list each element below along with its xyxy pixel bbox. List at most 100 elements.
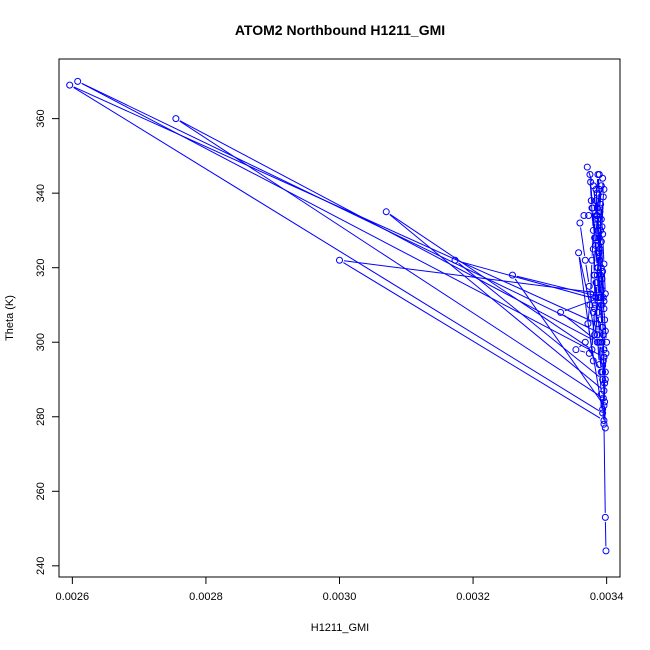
data-point bbox=[593, 271, 601, 279]
data-point bbox=[593, 320, 601, 328]
series-segment bbox=[179, 120, 600, 397]
data-point bbox=[595, 253, 603, 261]
data-point bbox=[598, 275, 606, 283]
data-point bbox=[594, 215, 602, 223]
data-point bbox=[600, 416, 608, 424]
data-point bbox=[599, 405, 607, 413]
data-point bbox=[585, 349, 593, 357]
series-segment bbox=[516, 275, 600, 297]
series-segment bbox=[585, 264, 590, 282]
data-point bbox=[594, 226, 602, 234]
data-point bbox=[592, 185, 600, 193]
y-tick-label: 280 bbox=[35, 408, 47, 426]
data-point bbox=[589, 245, 597, 253]
data-point bbox=[599, 294, 607, 301]
data-point bbox=[601, 398, 609, 406]
data-point bbox=[580, 212, 588, 220]
data-point bbox=[587, 290, 595, 298]
data-point bbox=[572, 346, 580, 354]
data-point bbox=[172, 115, 180, 123]
series-segment bbox=[81, 83, 601, 356]
data-point bbox=[589, 226, 597, 234]
data-point bbox=[597, 271, 605, 279]
data-point bbox=[591, 331, 599, 339]
series-segment bbox=[601, 272, 604, 294]
series-segment bbox=[588, 171, 593, 182]
x-tick-label: 0.0030 bbox=[323, 591, 357, 603]
data-point bbox=[600, 185, 608, 193]
x-axis-label: H1211_GMI bbox=[311, 622, 370, 634]
series-segment bbox=[81, 82, 600, 334]
data-point bbox=[589, 308, 597, 316]
data-point bbox=[599, 193, 607, 201]
series-segment bbox=[73, 87, 600, 412]
series-segment bbox=[343, 260, 601, 294]
data-point bbox=[597, 368, 605, 376]
data-point bbox=[575, 249, 583, 257]
series-segment bbox=[595, 193, 598, 204]
plot-frame bbox=[58, 58, 621, 578]
series-segment bbox=[580, 227, 586, 256]
data-point bbox=[600, 402, 608, 410]
y-tick-label: 260 bbox=[35, 482, 47, 500]
data-point bbox=[599, 394, 607, 402]
series-segment bbox=[459, 260, 600, 301]
data-point bbox=[74, 77, 82, 85]
data-point bbox=[603, 338, 611, 346]
series-segment bbox=[601, 301, 603, 323]
data-point bbox=[591, 305, 599, 313]
data-point bbox=[598, 338, 606, 346]
data-point bbox=[589, 204, 597, 212]
data-point bbox=[581, 256, 589, 264]
data-point bbox=[596, 256, 604, 264]
data-point bbox=[601, 424, 609, 432]
data-point bbox=[599, 174, 607, 182]
series-segment bbox=[603, 428, 606, 513]
data-point bbox=[599, 357, 607, 365]
series-segment bbox=[597, 339, 600, 361]
series-segment bbox=[593, 279, 596, 301]
data-point bbox=[589, 357, 597, 365]
series-segment bbox=[514, 278, 602, 403]
series-segment bbox=[597, 279, 599, 294]
series-segment bbox=[603, 383, 606, 402]
data-point bbox=[598, 223, 606, 231]
data-point bbox=[595, 234, 603, 242]
data-point bbox=[557, 308, 565, 316]
data-point bbox=[593, 331, 601, 339]
data-point bbox=[600, 353, 608, 361]
data-point bbox=[601, 290, 609, 298]
y-tick-label: 320 bbox=[35, 259, 47, 277]
data-point bbox=[600, 305, 608, 313]
series-segment bbox=[564, 298, 597, 312]
data-point bbox=[451, 256, 459, 264]
series-segment bbox=[591, 212, 595, 234]
series-segment bbox=[578, 257, 594, 357]
data-point bbox=[591, 234, 599, 242]
data-point bbox=[595, 249, 603, 257]
data-point bbox=[593, 204, 601, 212]
data-point bbox=[597, 215, 605, 223]
chart-title: ATOM2 Northbound H1211_GMI bbox=[235, 22, 445, 38]
data-point bbox=[66, 81, 74, 89]
x-tick-label: 0.0026 bbox=[56, 591, 90, 603]
data-point bbox=[601, 513, 609, 521]
data-point bbox=[584, 320, 592, 328]
data-point bbox=[581, 338, 589, 346]
x-axis: 0.0026 0.0028 0.0030 0.0032 0.0034 bbox=[56, 576, 624, 603]
data-point bbox=[597, 238, 605, 246]
data-point bbox=[601, 316, 609, 324]
x-tick-label: 0.0034 bbox=[590, 591, 624, 603]
data-point bbox=[583, 163, 591, 171]
data-point bbox=[600, 346, 608, 354]
series-segment bbox=[603, 313, 606, 327]
y-axis: 240 260 280 300 320 340 360 bbox=[35, 109, 60, 575]
data-point bbox=[590, 271, 598, 279]
series-segment bbox=[590, 186, 593, 204]
data-point bbox=[595, 338, 603, 346]
series-segment bbox=[599, 324, 603, 338]
data-point bbox=[595, 185, 603, 193]
series-layer bbox=[66, 77, 611, 555]
series-segment bbox=[458, 262, 600, 378]
